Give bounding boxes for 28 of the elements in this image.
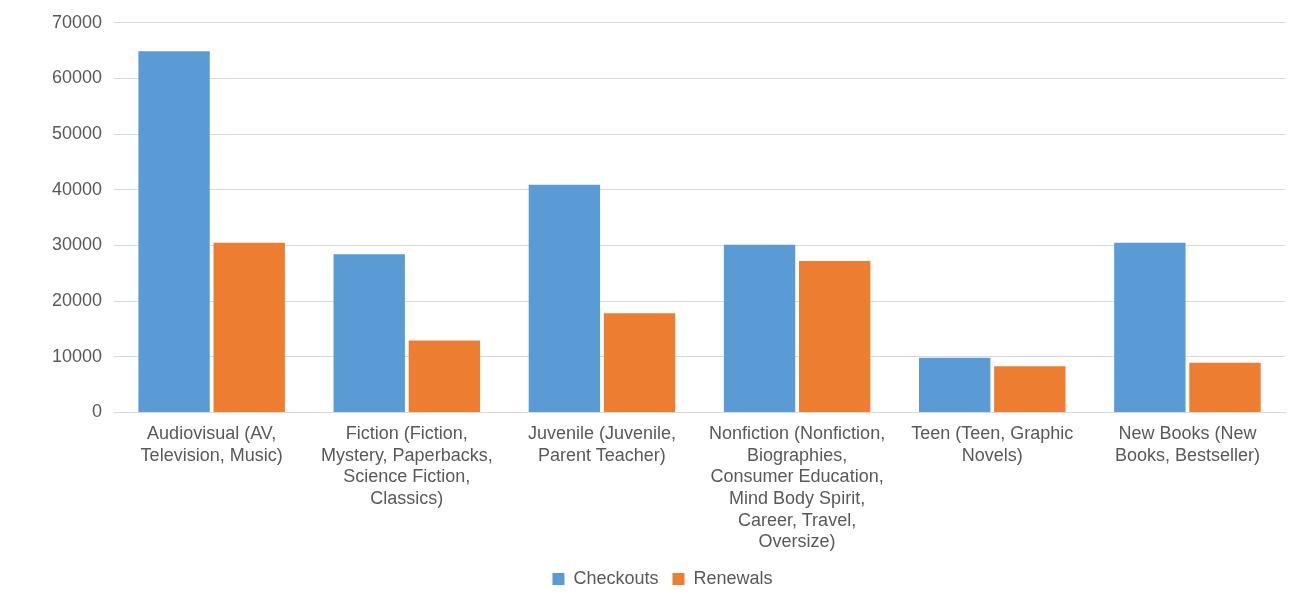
- y-tick-label: 0: [92, 401, 103, 422]
- y-tick-label: 30000: [51, 234, 103, 255]
- legend-label: Renewals: [693, 567, 773, 588]
- bar: [333, 254, 405, 412]
- bar: [798, 261, 871, 412]
- x-tick-label: Teen (Teen, Graphic Novels): [911, 423, 1074, 465]
- bar: [603, 313, 676, 412]
- bar: [138, 51, 210, 412]
- bar: [723, 244, 796, 412]
- x-tick-label: Fiction (Fiction, Mystery, Paperbacks, Science Fiction, Classics): [320, 423, 493, 508]
- bar: [213, 242, 285, 412]
- bar: [1189, 362, 1261, 412]
- x-tick-label: New Books (New Books, Bestseller): [1114, 423, 1260, 465]
- y-tick-label: 60000: [51, 67, 103, 88]
- legend-label: Checkouts: [573, 567, 659, 588]
- bar: [408, 340, 481, 412]
- y-tick-label: 50000: [51, 123, 103, 144]
- bar: [1114, 242, 1186, 412]
- bar: [994, 366, 1066, 412]
- x-tick-label: Nonfiction (Nonfiction, Biographies, Consumer Education, Mind Body Spirit, Career, Travel, Oversize): [709, 423, 886, 552]
- y-tick-label: 20000: [51, 290, 103, 311]
- y-tick-label: 40000: [51, 178, 103, 199]
- y-tick-label: 70000: [51, 11, 103, 32]
- x-tick-label: Audiovisual (AV, Television, Music): [140, 423, 283, 465]
- y-tick-label: 10000: [51, 345, 103, 366]
- bar: [528, 184, 601, 412]
- x-tick-label: Juvenile (Juvenile, Parent Teacher): [527, 423, 676, 465]
- bar: [919, 357, 991, 412]
